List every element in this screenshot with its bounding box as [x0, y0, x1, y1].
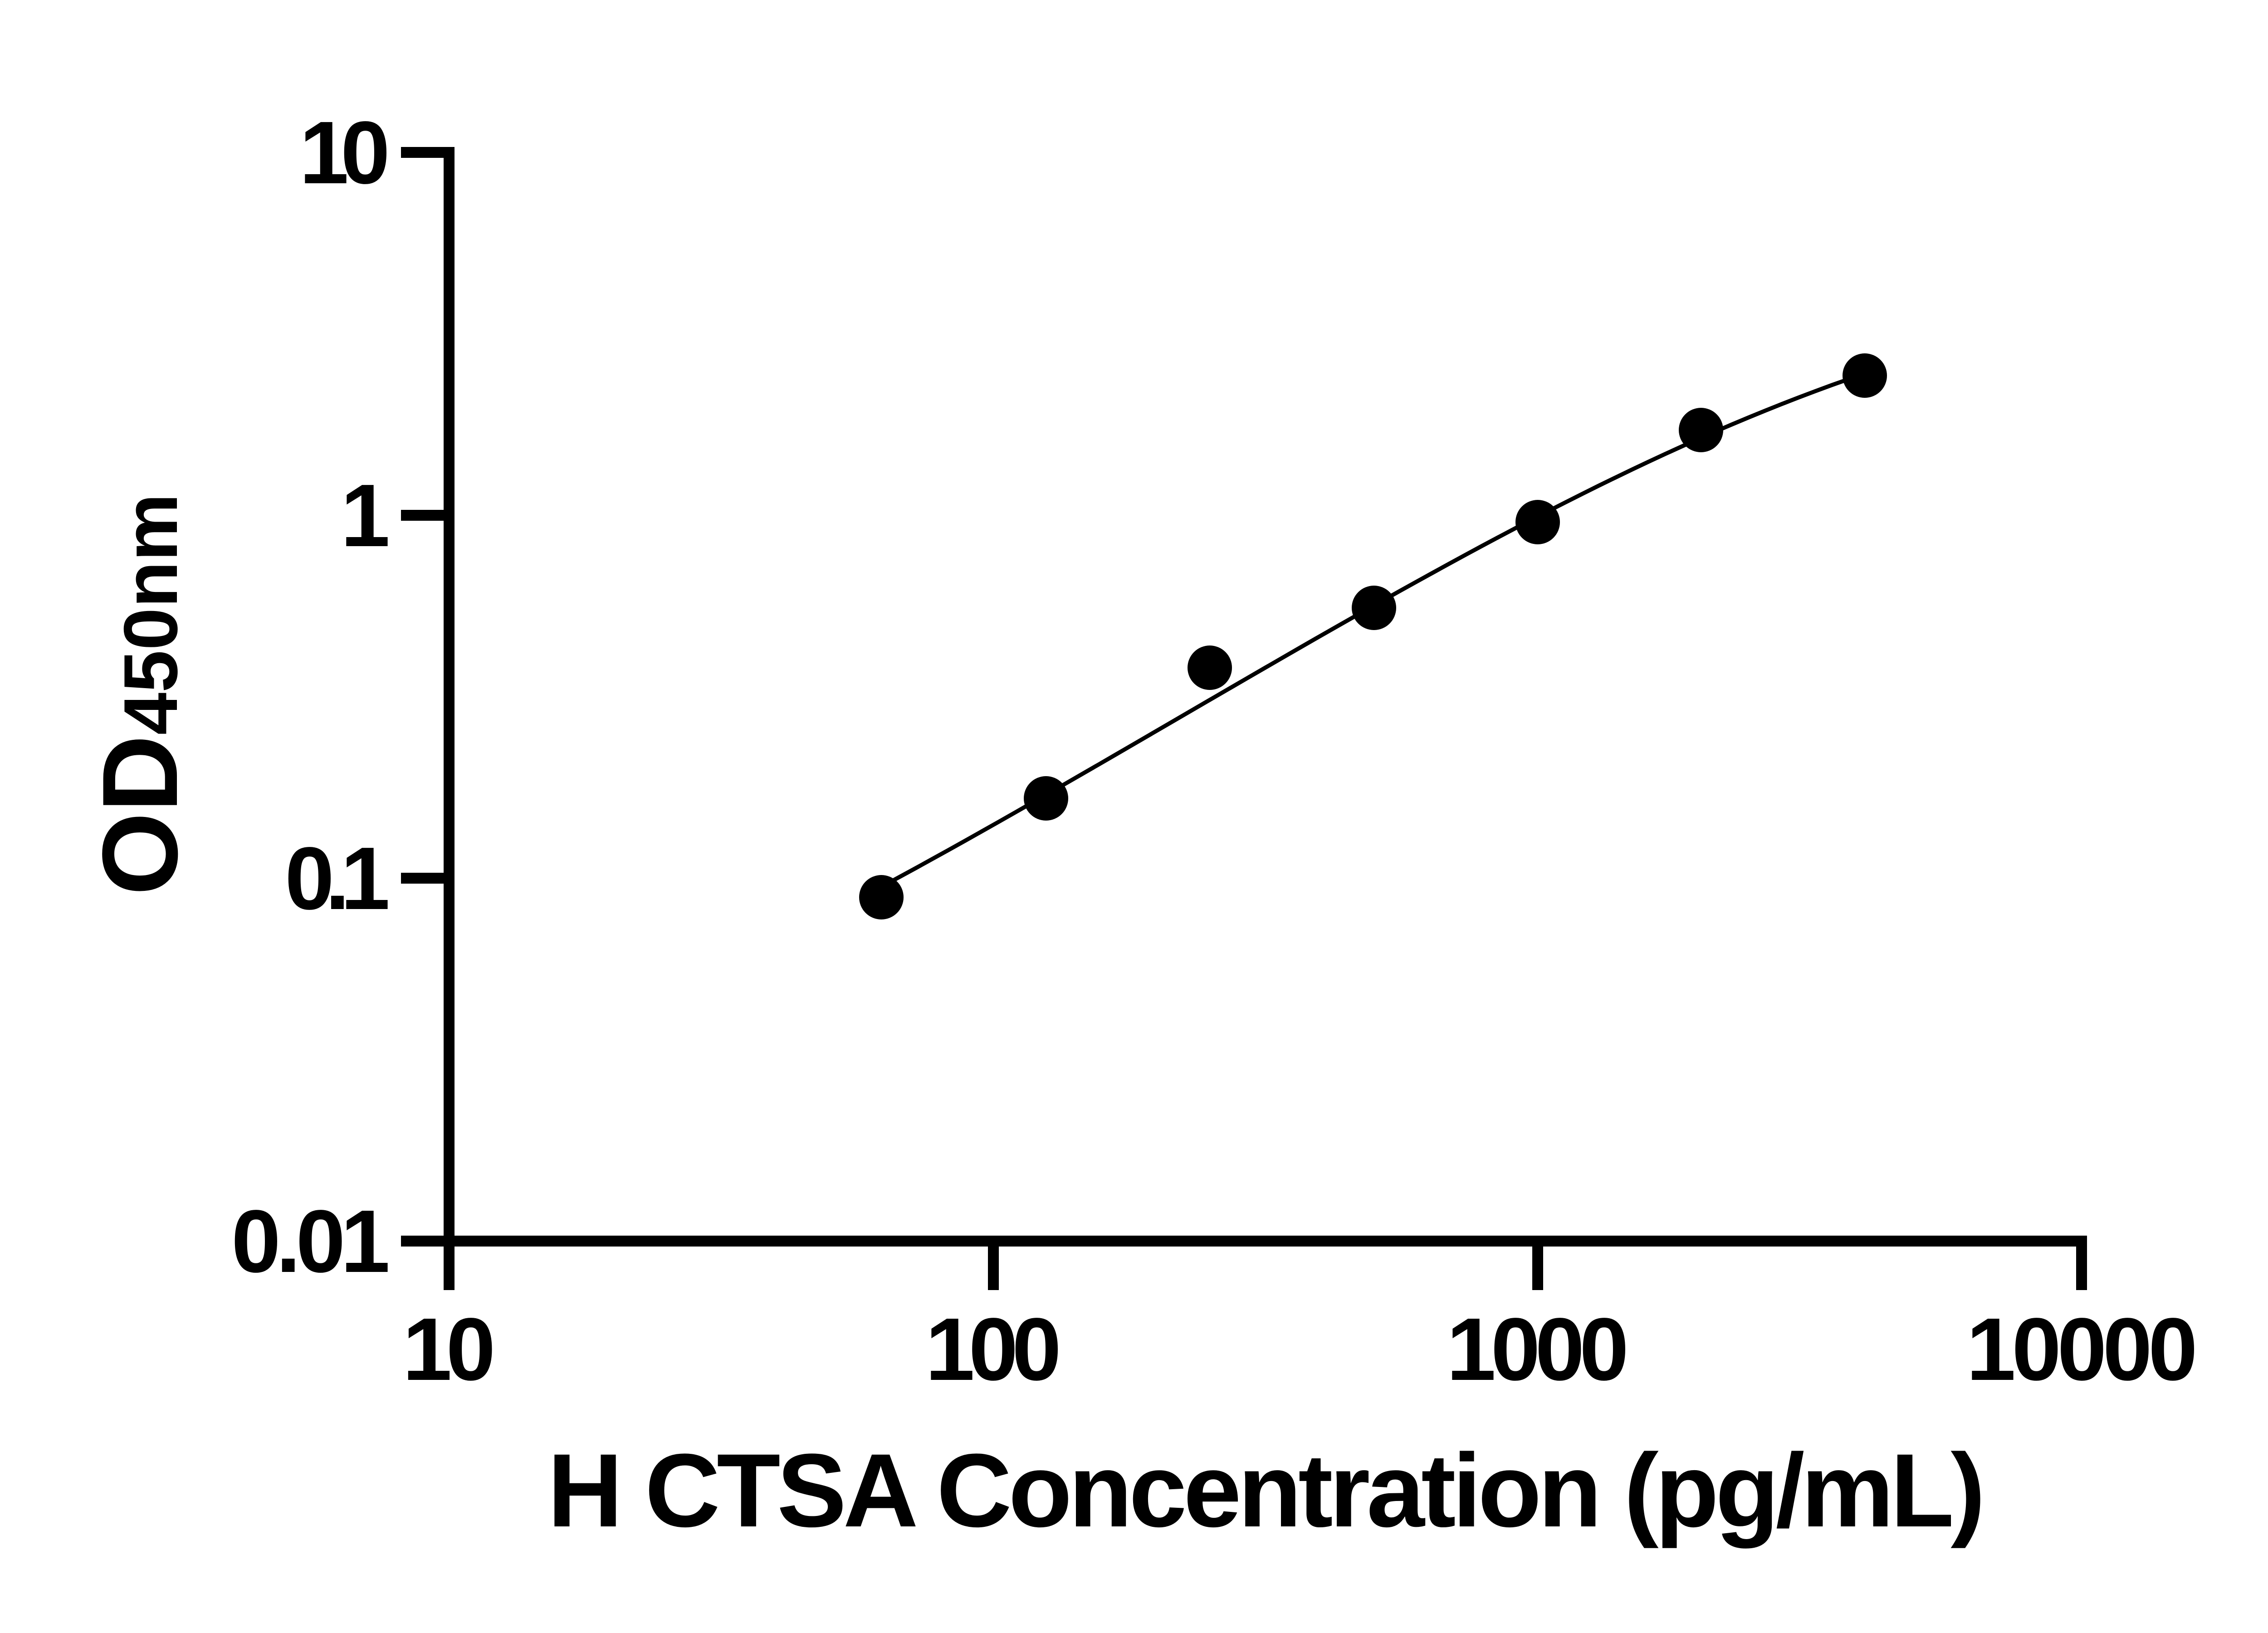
svg-text:1000: 1000	[1447, 1300, 1629, 1399]
svg-text:H CTSA Concentration (pg/mL): H CTSA Concentration (pg/mL)	[547, 1432, 1985, 1549]
svg-text:10: 10	[403, 1300, 496, 1399]
svg-text:100: 100	[925, 1300, 1061, 1399]
svg-text:10: 10	[299, 103, 390, 202]
svg-text:1: 1	[341, 466, 390, 565]
svg-text:OD450nm: OD450nm	[80, 494, 200, 895]
svg-text:0.01: 0.01	[231, 1192, 390, 1291]
svg-text:0.1: 0.1	[285, 829, 390, 928]
svg-text:10000: 10000	[1966, 1300, 2198, 1399]
